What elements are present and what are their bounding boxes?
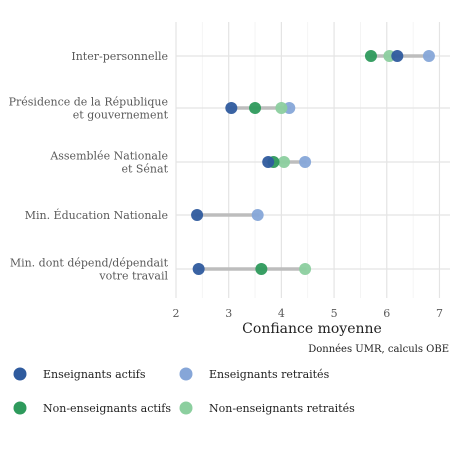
data-point — [299, 156, 312, 168]
legend: Enseignants actifs Enseignants retraités N… — [13, 367, 355, 415]
legend-marker — [179, 367, 193, 381]
legend-marker — [13, 401, 27, 415]
data-point — [422, 50, 435, 62]
category-label: Min. Éducation Nationale — [25, 208, 168, 222]
data-points — [191, 50, 435, 275]
legend-marker — [179, 401, 193, 415]
category-labels: Inter-personnelle Présidence de la Républ… — [9, 50, 169, 283]
legend-label: Non-enseignants actifs — [43, 402, 171, 415]
x-tick-label: 6 — [383, 307, 390, 320]
data-point — [278, 156, 291, 168]
category-label: Présidence de la République — [9, 96, 168, 109]
legend-label: Enseignants actifs — [43, 368, 146, 381]
category-label: et Sénat — [121, 163, 168, 176]
grid — [175, 22, 450, 298]
legend-marker — [13, 367, 27, 381]
data-point — [364, 50, 377, 62]
category-label: Min. dont dépend/dépendait — [10, 257, 169, 270]
data-point — [299, 263, 312, 275]
legend-label: Non-enseignants retraités — [209, 402, 355, 415]
x-tick-labels: 2 3 4 5 6 7 — [173, 307, 443, 320]
category-label: votre travail — [98, 270, 168, 283]
x-tick-label: 7 — [436, 307, 443, 320]
data-point — [191, 209, 204, 221]
category-label: Inter-personnelle — [71, 50, 168, 63]
x-tick-label: 3 — [225, 307, 232, 320]
data-point — [275, 102, 288, 114]
data-point — [255, 263, 268, 275]
category-label: et gouvernement — [73, 109, 169, 122]
data-point — [251, 209, 264, 221]
data-point — [192, 263, 205, 275]
data-point — [225, 102, 238, 114]
legend-label: Enseignants retraités — [209, 368, 330, 381]
x-tick-label: 5 — [331, 307, 338, 320]
category-label: Assemblée Nationale — [49, 150, 168, 163]
data-point — [391, 50, 404, 62]
x-axis-label: Confiance moyenne — [242, 321, 382, 337]
x-tick-label: 4 — [278, 307, 285, 320]
data-point — [249, 102, 262, 114]
x-tick-label: 2 — [173, 307, 180, 320]
chart-caption: Données UMR, calculs OBE — [308, 344, 449, 355]
data-point — [262, 156, 275, 168]
